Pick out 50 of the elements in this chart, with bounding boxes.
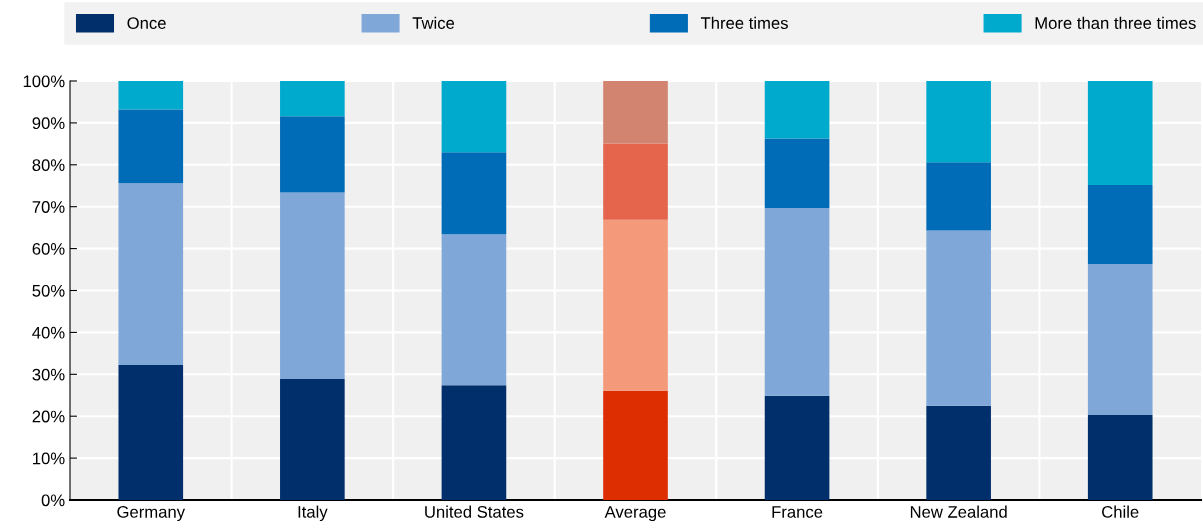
bar	[764, 395, 830, 500]
bar	[926, 230, 991, 406]
x-tick-label: Average	[604, 506, 666, 522]
bar	[441, 152, 507, 235]
bar	[280, 378, 345, 500]
legend-label: Once	[127, 17, 166, 29]
bar	[603, 81, 668, 144]
y-tick-label: 100%	[23, 75, 65, 88]
bar	[926, 81, 991, 163]
bar	[118, 81, 184, 110]
bar	[280, 116, 345, 193]
x-tick-label: Italy	[298, 505, 328, 522]
bar	[926, 405, 991, 500]
legend-label: Three times	[700, 16, 788, 29]
bar	[280, 192, 345, 379]
y-tick-label: 0%	[41, 494, 65, 507]
x-tick-label: New Zealand	[910, 505, 1007, 518]
y-tick-label: 80%	[32, 159, 65, 171]
y-tick-label: 50%	[32, 284, 65, 297]
bar	[603, 219, 668, 391]
y-tick-label: 70%	[32, 201, 65, 213]
bar	[1087, 264, 1153, 415]
x-tick-label: Chile	[1102, 505, 1139, 518]
bar	[603, 390, 668, 500]
bar	[441, 234, 507, 386]
legend-label: Twice	[412, 16, 455, 29]
bar	[926, 162, 991, 231]
y-tick-label: 10%	[33, 452, 65, 465]
bar	[441, 81, 507, 153]
bar	[764, 81, 830, 139]
bar	[764, 207, 830, 396]
x-tick-label: Germany	[117, 506, 186, 522]
bar	[118, 109, 184, 184]
x-tick-label: United States	[425, 505, 524, 518]
bar	[603, 143, 668, 220]
bar	[118, 183, 184, 366]
y-tick-label: 40%	[32, 326, 65, 339]
bar	[280, 81, 345, 117]
bar	[118, 365, 184, 500]
y-tick-label: 90%	[32, 117, 65, 130]
y-tick-label: 20%	[32, 410, 65, 423]
bar	[1087, 414, 1153, 500]
y-tick-label: 60%	[32, 243, 65, 255]
x-tick-label: France	[772, 506, 823, 518]
bar	[764, 138, 830, 208]
y-tick-label: 30%	[32, 368, 65, 381]
bar	[1087, 184, 1153, 265]
bar	[441, 385, 507, 500]
bar	[1087, 81, 1153, 185]
legend-label: More than three times	[1035, 16, 1196, 29]
